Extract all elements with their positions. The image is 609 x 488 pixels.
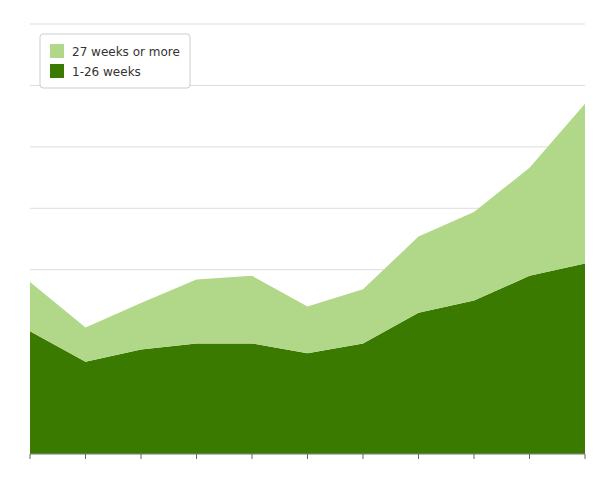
grid — [30, 24, 585, 454]
legend: 27 weeks or more 1-26 weeks — [40, 34, 190, 88]
areas — [30, 104, 585, 454]
area — [30, 264, 585, 454]
chart-container: 27 weeks or more 1-26 weeks — [0, 0, 609, 488]
grid-line — [30, 146, 585, 147]
tick — [307, 454, 308, 459]
tick — [141, 454, 142, 459]
tick — [529, 454, 530, 459]
tick — [418, 454, 419, 459]
chart: 27 weeks or more 1-26 weeks — [0, 0, 609, 488]
x-axis — [30, 454, 585, 459]
tick — [30, 454, 31, 459]
legend-swatch — [50, 44, 64, 58]
legend-swatch — [50, 64, 64, 78]
tick — [585, 454, 586, 459]
tick — [252, 454, 253, 459]
tick — [85, 454, 86, 459]
tick — [196, 454, 197, 459]
grid-line — [30, 24, 585, 25]
tick — [474, 454, 475, 459]
area — [30, 104, 585, 362]
legend-box — [40, 34, 190, 88]
tick — [363, 454, 364, 459]
legend-label: 27 weeks or more — [72, 45, 180, 59]
legend-label: 1-26 weeks — [72, 65, 141, 79]
